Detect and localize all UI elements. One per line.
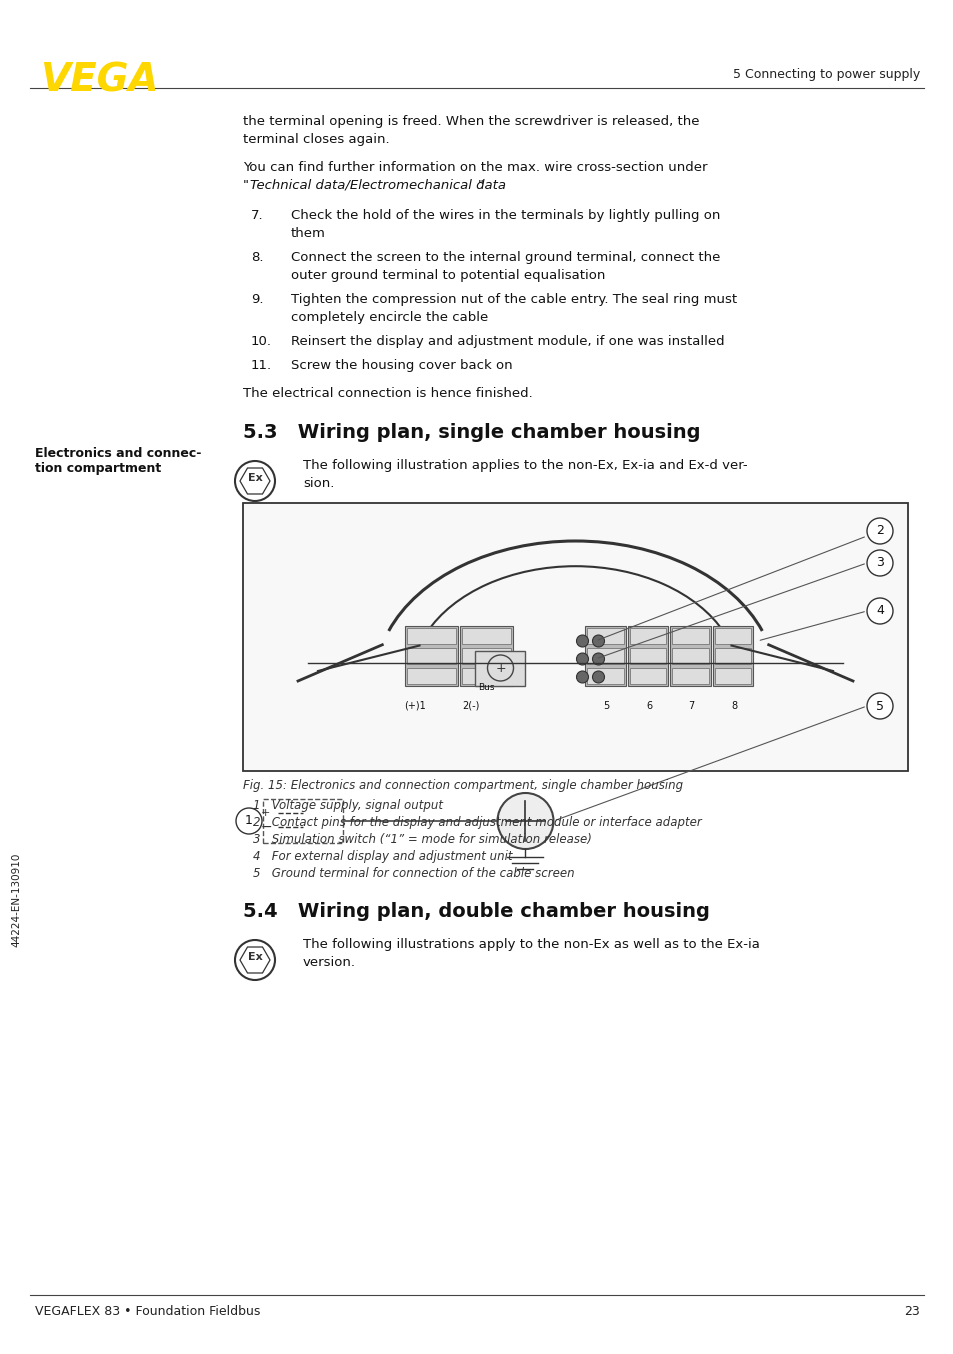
Text: 8.: 8.	[251, 250, 263, 264]
Text: 5.3   Wiring plan, single chamber housing: 5.3 Wiring plan, single chamber housing	[243, 422, 700, 441]
Text: the terminal opening is freed. When the screwdriver is released, the: the terminal opening is freed. When the …	[243, 115, 699, 129]
Bar	[407, 668, 456, 684]
Text: 3   Simulation switch (“1” = mode for simulation release): 3 Simulation switch (“1” = mode for simu…	[253, 833, 591, 846]
Bar	[714, 649, 751, 663]
Text: 2: 2	[875, 524, 883, 538]
Text: +: +	[261, 808, 270, 818]
Circle shape	[866, 693, 892, 719]
Text: 1   Voltage supply, signal output: 1 Voltage supply, signal output	[253, 799, 442, 812]
Text: Bus: Bus	[478, 682, 495, 692]
Bar	[263, 799, 343, 844]
Text: 5.4   Wiring plan, double chamber housing: 5.4 Wiring plan, double chamber housing	[243, 902, 709, 921]
Text: sion.: sion.	[303, 477, 334, 490]
Text: 23: 23	[903, 1305, 919, 1317]
Bar	[462, 628, 511, 645]
Text: completely encircle the cable: completely encircle the cable	[291, 311, 488, 324]
Text: 2(-): 2(-)	[461, 701, 478, 711]
Text: ": "	[477, 179, 483, 192]
Circle shape	[576, 672, 588, 682]
Text: Connect the screen to the internal ground terminal, connect the: Connect the screen to the internal groun…	[291, 250, 720, 264]
Bar	[405, 626, 458, 686]
Text: Tighten the compression nut of the cable entry. The seal ring must: Tighten the compression nut of the cable…	[291, 292, 737, 306]
Bar	[475, 651, 525, 686]
Bar	[462, 649, 511, 663]
Text: 5 Connecting to power supply: 5 Connecting to power supply	[732, 68, 919, 81]
Bar	[585, 626, 625, 686]
Circle shape	[866, 519, 892, 544]
Circle shape	[497, 793, 553, 849]
Text: The following illustrations apply to the non-Ex as well as to the Ex-ia: The following illustrations apply to the…	[303, 938, 760, 951]
Text: terminal closes again.: terminal closes again.	[243, 133, 389, 146]
Bar	[714, 628, 751, 645]
Circle shape	[592, 635, 604, 647]
Bar	[407, 649, 456, 663]
Text: outer ground terminal to potential equalisation: outer ground terminal to potential equal…	[291, 269, 605, 282]
Text: 2   Contact pins for the display and adjustment module or interface adapter: 2 Contact pins for the display and adjus…	[253, 816, 701, 829]
Text: 10.: 10.	[251, 334, 272, 348]
Text: ": "	[243, 179, 249, 192]
Text: (+)1: (+)1	[404, 701, 426, 711]
Text: Ex: Ex	[248, 952, 262, 961]
Text: 6: 6	[645, 701, 652, 711]
Bar	[587, 628, 623, 645]
Bar	[629, 668, 666, 684]
Text: +: +	[495, 662, 505, 674]
Bar	[243, 502, 907, 770]
Text: Check the hold of the wires in the terminals by lightly pulling on: Check the hold of the wires in the termi…	[291, 209, 720, 222]
Text: The electrical connection is hence finished.: The electrical connection is hence finis…	[243, 387, 532, 399]
Circle shape	[592, 672, 604, 682]
Text: Reinsert the display and adjustment module, if one was installed: Reinsert the display and adjustment modu…	[291, 334, 724, 348]
Bar	[672, 628, 708, 645]
Bar	[629, 628, 666, 645]
Bar	[407, 628, 456, 645]
Bar	[714, 668, 751, 684]
Bar	[462, 668, 511, 684]
Text: tion compartment: tion compartment	[35, 462, 161, 475]
Text: 3: 3	[875, 556, 883, 570]
Bar	[670, 626, 710, 686]
Text: Ex: Ex	[248, 473, 262, 483]
Bar	[460, 626, 513, 686]
Text: them: them	[291, 227, 326, 240]
Text: 8: 8	[730, 701, 737, 711]
Text: 4: 4	[875, 604, 883, 617]
Text: 1: 1	[245, 815, 253, 827]
Text: VEGA: VEGA	[40, 62, 158, 100]
Bar	[587, 649, 623, 663]
Text: Screw the housing cover back on: Screw the housing cover back on	[291, 359, 512, 372]
Text: 5   Ground terminal for connection of the cable screen: 5 Ground terminal for connection of the …	[253, 867, 574, 880]
Bar	[672, 668, 708, 684]
Bar	[712, 626, 753, 686]
Text: You can find further information on the max. wire cross-section under: You can find further information on the …	[243, 161, 707, 175]
Circle shape	[866, 598, 892, 624]
Bar	[587, 668, 623, 684]
Text: version.: version.	[303, 956, 355, 969]
Text: VEGAFLEX 83 • Foundation Fieldbus: VEGAFLEX 83 • Foundation Fieldbus	[35, 1305, 260, 1317]
Text: 5: 5	[875, 700, 883, 712]
Text: 7.: 7.	[251, 209, 263, 222]
Text: 44224-EN-130910: 44224-EN-130910	[11, 853, 21, 948]
Text: Fig. 15: Electronics and connection compartment, single chamber housing: Fig. 15: Electronics and connection comp…	[243, 779, 682, 792]
Bar	[627, 626, 668, 686]
Text: 9.: 9.	[251, 292, 263, 306]
Text: 11.: 11.	[251, 359, 272, 372]
Text: Electronics and connec-: Electronics and connec-	[35, 447, 201, 460]
Circle shape	[576, 653, 588, 665]
Bar	[672, 649, 708, 663]
Text: Technical data/Electromechanical data: Technical data/Electromechanical data	[250, 179, 505, 192]
Text: The following illustration applies to the non-Ex, Ex-ia and Ex-d ver-: The following illustration applies to th…	[303, 459, 747, 473]
Circle shape	[592, 653, 604, 665]
Circle shape	[235, 808, 262, 834]
Text: 5: 5	[603, 701, 609, 711]
Circle shape	[866, 550, 892, 575]
Text: 7: 7	[688, 701, 694, 711]
Text: 4   For external display and adjustment unit: 4 For external display and adjustment un…	[253, 850, 512, 862]
Circle shape	[576, 635, 588, 647]
Text: −: −	[261, 821, 273, 834]
Bar	[629, 649, 666, 663]
